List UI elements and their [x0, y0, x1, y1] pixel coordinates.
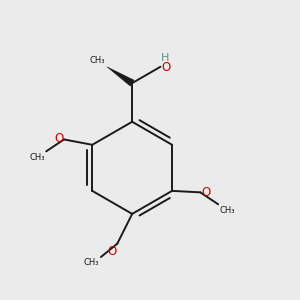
Text: O: O	[107, 244, 117, 257]
Text: CH₃: CH₃	[90, 56, 105, 65]
Text: CH₃: CH₃	[84, 259, 100, 268]
Text: O: O	[201, 186, 210, 199]
Text: H: H	[161, 53, 170, 64]
Polygon shape	[107, 67, 134, 86]
Text: CH₃: CH₃	[29, 153, 45, 162]
Text: CH₃: CH₃	[220, 206, 235, 215]
Text: O: O	[161, 61, 170, 74]
Text: O: O	[54, 132, 63, 146]
